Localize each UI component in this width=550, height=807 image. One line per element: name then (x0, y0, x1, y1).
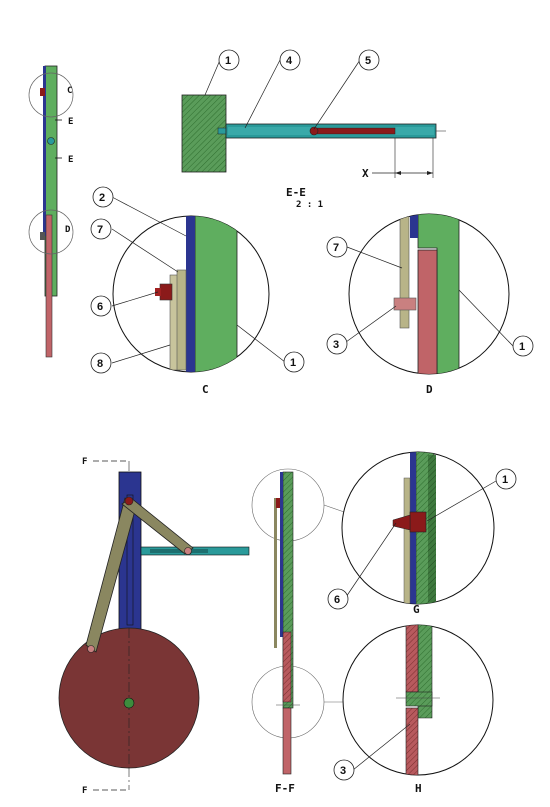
balloon-g-6: 6 (334, 594, 340, 606)
balloon-h-3: 3 (340, 765, 346, 777)
balloon-top-5: 5 (365, 55, 371, 67)
section-ee-title: E-E (286, 186, 306, 199)
balloon-g-1: 1 (502, 474, 508, 486)
side-view-top: C E E D (28, 65, 74, 358)
marker-d-label: D (65, 225, 71, 235)
detail-c-title: C (202, 383, 209, 396)
balloon-d-1: 1 (519, 341, 525, 353)
balloons-detail-h: 3 (333, 723, 411, 781)
rail-strip (43, 66, 46, 236)
cut-e-bottom: E (68, 155, 73, 165)
slider-bar (45, 214, 53, 358)
marker-c-label: C (67, 86, 72, 96)
detail-g-title: G (413, 603, 420, 616)
balloon-d-3: 3 (333, 339, 339, 351)
detail-d: D (348, 213, 510, 396)
detail-c-marker-circle (28, 72, 74, 118)
cut-f-top: F (82, 457, 87, 467)
section-e-e: X E-E 2 : 1 (181, 94, 446, 210)
balloon-c-1: 1 (290, 357, 296, 369)
balloon-c-8: 8 (97, 358, 103, 370)
pin-top (40, 88, 45, 96)
balloon-c-6: 6 (97, 301, 103, 313)
balloon-d-7: 7 (333, 242, 339, 254)
pin-bottom (40, 232, 45, 240)
detail-d-title: D (426, 383, 433, 396)
detail-g: G (341, 451, 495, 616)
slider-rod (312, 127, 396, 135)
front-view: F F (58, 457, 250, 796)
balloons-top: 1 4 5 (204, 49, 380, 130)
balloon-c-2: 2 (99, 192, 105, 204)
balloons-detail-d: 7 3 1 (326, 236, 534, 357)
section-f-f: F-F (251, 468, 348, 795)
balloon-c-7: 7 (97, 224, 103, 236)
detail-c: C (112, 215, 270, 396)
balloons-detail-c: 2 7 6 8 1 (90, 186, 305, 374)
detail-h-title: H (415, 782, 422, 795)
detail-h: H (342, 624, 494, 795)
section-ff-title: F-F (275, 782, 295, 795)
balloon-top-4: 4 (286, 55, 293, 67)
section-ee-scale: 2 : 1 (296, 200, 323, 210)
dim-x-label: X (362, 167, 369, 180)
cut-f-bottom: F (82, 786, 87, 796)
detail-d-marker-circle (28, 209, 74, 255)
pivot-dot (47, 137, 55, 145)
balloons-detail-g: 1 6 (327, 468, 517, 610)
cut-e-top: E (68, 117, 73, 127)
balloon-top-1: 1 (225, 55, 231, 67)
